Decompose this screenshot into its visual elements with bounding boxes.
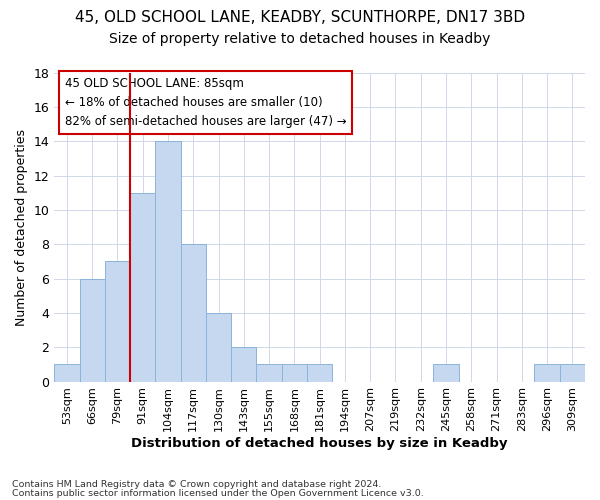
Y-axis label: Number of detached properties: Number of detached properties bbox=[15, 128, 28, 326]
Bar bbox=[560, 364, 585, 382]
Bar bbox=[282, 364, 307, 382]
X-axis label: Distribution of detached houses by size in Keadby: Distribution of detached houses by size … bbox=[131, 437, 508, 450]
Bar bbox=[130, 192, 155, 382]
Bar bbox=[231, 347, 256, 382]
Bar bbox=[181, 244, 206, 382]
Bar bbox=[256, 364, 282, 382]
Text: 45, OLD SCHOOL LANE, KEADBY, SCUNTHORPE, DN17 3BD: 45, OLD SCHOOL LANE, KEADBY, SCUNTHORPE,… bbox=[75, 10, 525, 25]
Text: Contains HM Land Registry data © Crown copyright and database right 2024.: Contains HM Land Registry data © Crown c… bbox=[12, 480, 382, 489]
Text: Contains public sector information licensed under the Open Government Licence v3: Contains public sector information licen… bbox=[12, 488, 424, 498]
Bar bbox=[105, 262, 130, 382]
Bar bbox=[80, 278, 105, 382]
Text: 45 OLD SCHOOL LANE: 85sqm
← 18% of detached houses are smaller (10)
82% of semi-: 45 OLD SCHOOL LANE: 85sqm ← 18% of detac… bbox=[65, 77, 347, 128]
Bar bbox=[535, 364, 560, 382]
Bar bbox=[206, 313, 231, 382]
Text: Size of property relative to detached houses in Keadby: Size of property relative to detached ho… bbox=[109, 32, 491, 46]
Bar bbox=[155, 141, 181, 382]
Bar bbox=[54, 364, 80, 382]
Bar bbox=[433, 364, 458, 382]
Bar bbox=[307, 364, 332, 382]
